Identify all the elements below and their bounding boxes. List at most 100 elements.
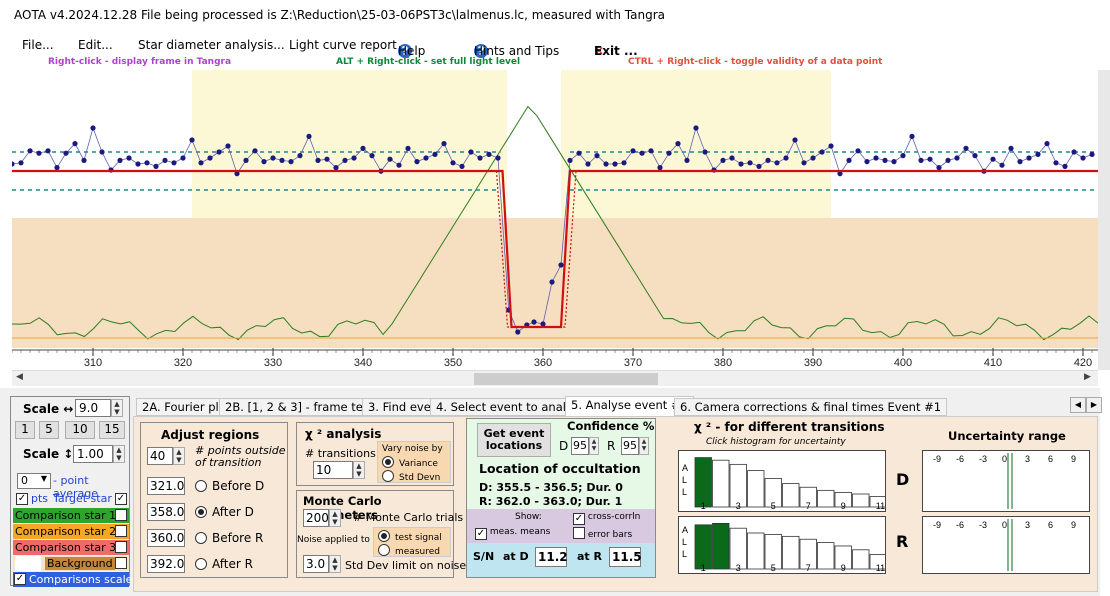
noise-applied-label: Noise applied to — [297, 535, 370, 545]
after-r-radio[interactable]: After R — [195, 557, 253, 571]
test-signal-radio-dot[interactable] — [378, 530, 390, 542]
comp-star-3-checkbox[interactable] — [115, 541, 127, 553]
before-r-radio-dot[interactable] — [195, 532, 207, 544]
before-d-radio[interactable]: Before D — [195, 479, 264, 493]
scale-v-input[interactable]: 1.00 — [73, 445, 113, 463]
meas-means-checkbox[interactable]: ✓ — [475, 528, 487, 540]
scale-h-input[interactable]: 9.0 — [75, 399, 111, 417]
std-limit-spinner[interactable]: ▲ ▼ — [329, 555, 341, 573]
std-limit-input[interactable]: 3.0 — [303, 555, 329, 573]
points-outside-input[interactable]: 40 — [147, 447, 173, 465]
scale-15-button[interactable]: 15 — [99, 421, 125, 439]
hint-alt-right-click: ALT + Right-click - set full light level — [336, 57, 521, 67]
scroll-thumb[interactable] — [474, 373, 658, 385]
test-signal-radio[interactable]: test signal — [378, 530, 442, 543]
before-r-input[interactable]: 360.0 — [147, 529, 185, 547]
scale-5-button[interactable]: 5 — [39, 421, 59, 439]
after-d-input[interactable]: 358.0 — [147, 503, 185, 521]
target-pts-checkbox[interactable]: ✓ — [16, 493, 28, 505]
stddev-radio[interactable]: Std Devn — [382, 470, 440, 483]
target-star-checkbox[interactable]: ✓ — [115, 493, 127, 505]
scale-1-button[interactable]: 1 — [15, 421, 35, 439]
measured-label: measured — [395, 547, 440, 557]
scroll-right-icon[interactable]: ▶ — [1084, 372, 1091, 382]
error-bars-checkbox[interactable] — [573, 527, 585, 539]
comp-star-2-row[interactable]: Comparison star 2 — [13, 524, 129, 539]
light-curve-plot[interactable]: 310 320 330 340 350 360 370 380 390 400 410 420 — [12, 70, 1098, 370]
menu-star-diameter[interactable]: Star diameter analysis... — [138, 38, 285, 52]
target-pts-label: pts — [31, 492, 49, 505]
points-outside-spinner[interactable]: ▲ ▼ — [173, 447, 185, 465]
tab-fourier-plot[interactable]: 2A. Fourier plot — [136, 398, 237, 416]
scale-10-button[interactable]: 10 — [65, 421, 95, 439]
error-bars-option[interactable]: error bars — [573, 527, 632, 540]
menu-light-curve-report[interactable]: Light curve report — [289, 38, 397, 52]
after-r-input[interactable]: 392.0 — [147, 555, 185, 573]
chi2-histogram-r[interactable]: A L L 1 3 5 7 9 11 — [678, 516, 887, 574]
scroll-left-icon[interactable]: ◀ — [16, 372, 23, 382]
data-point — [252, 148, 258, 154]
data-point — [1080, 155, 1086, 161]
light-curve-svg[interactable]: 310 320 330 340 350 360 370 380 390 400 410 420 — [12, 70, 1098, 370]
point-average-select[interactable]: 0 ▼ — [17, 473, 51, 489]
chevron-down-icon: ▼ — [40, 474, 47, 483]
meas-means-option[interactable]: ✓ meas. means — [475, 527, 550, 540]
comp-star-2-checkbox[interactable] — [115, 525, 127, 537]
confidence-d-input[interactable]: 95 — [571, 437, 589, 455]
uncertainty-tick-label: 9 — [1071, 454, 1076, 464]
background-checkbox[interactable] — [115, 557, 127, 569]
stddev-radio-dot[interactable] — [382, 470, 394, 482]
error-bars-label: error bars — [587, 530, 633, 540]
tab-select-event[interactable]: 4. Select event to analyse — [430, 398, 592, 416]
tab-frame-test[interactable]: 2B. [1, 2 & 3] - frame test — [219, 398, 380, 416]
comparisons-scaled-checkbox[interactable]: ✓ — [14, 573, 26, 585]
hist-bar — [817, 489, 835, 508]
comp-star-1-checkbox[interactable] — [115, 509, 127, 521]
background-row[interactable]: Background — [13, 556, 129, 571]
scale-h-spinner[interactable]: ▲ ▼ — [111, 399, 123, 417]
tab-scroll-left[interactable]: ◀ — [1070, 397, 1086, 413]
comp-star-1-row[interactable]: Comparison star 1 — [13, 508, 129, 523]
after-d-radio[interactable]: After D — [195, 505, 254, 519]
menu-edit[interactable]: Edit... — [78, 38, 113, 52]
confidence-r-spinner[interactable]: ▲ ▼ — [639, 437, 649, 455]
data-point — [207, 155, 213, 161]
before-d-input[interactable]: 321.0 — [147, 477, 185, 495]
tab-camera-corrections[interactable]: 6. Camera corrections & final times Even… — [674, 398, 948, 416]
variance-radio[interactable]: Variance — [382, 456, 438, 469]
cross-corr-option[interactable]: ✓ cross-corrln — [573, 512, 640, 525]
transitions-input[interactable]: 10 — [313, 461, 353, 479]
plot-scrollbar[interactable]: ◀ ▶ — [12, 370, 1098, 386]
menu-file[interactable]: File... — [22, 38, 54, 52]
transitions-spinner[interactable]: ▲ ▼ — [353, 461, 365, 479]
tab-analyse-event[interactable]: 5. Analyse event #1 — [565, 396, 694, 417]
measured-radio[interactable]: measured — [378, 544, 440, 557]
get-event-locations-button[interactable]: Get event locations — [477, 423, 551, 457]
tab-scroll-right[interactable]: ▶ — [1086, 397, 1102, 413]
chi-analysis-title: χ ² analysis — [305, 427, 382, 441]
confidence-r-input[interactable]: 95 — [621, 437, 639, 455]
cross-corr-checkbox[interactable]: ✓ — [573, 513, 585, 525]
variance-radio-dot[interactable] — [382, 456, 394, 468]
after-d-radio-dot[interactable] — [195, 506, 207, 518]
before-r-radio[interactable]: Before R — [195, 531, 263, 545]
comp-star-3-row[interactable]: Comparison star 3 — [13, 540, 129, 555]
chi2-histogram-d[interactable]: A L L 1 3 5 7 9 11 — [678, 450, 887, 512]
target-star-row[interactable]: ✓ pts Target star ✓ — [13, 491, 129, 507]
comparisons-scaled-row[interactable]: ✓ Comparisons scaled — [13, 572, 139, 587]
data-point — [702, 149, 708, 155]
mc-trials-input[interactable]: 200 — [303, 509, 329, 527]
data-point — [225, 143, 231, 149]
x-axis-tick-label: 360 — [534, 357, 552, 369]
data-point — [972, 153, 978, 159]
mc-trials-spinner[interactable]: ▲ ▼ — [329, 509, 341, 527]
measured-radio-dot[interactable] — [378, 544, 390, 556]
before-d-radio-dot[interactable] — [195, 480, 207, 492]
confidence-d-spinner[interactable]: ▲ ▼ — [589, 437, 599, 455]
uncertainty-tick-label: 3 — [1025, 520, 1030, 530]
after-r-radio-dot[interactable] — [195, 558, 207, 570]
scale-v-spinner[interactable]: ▲ ▼ — [113, 445, 125, 463]
data-point — [243, 157, 249, 163]
